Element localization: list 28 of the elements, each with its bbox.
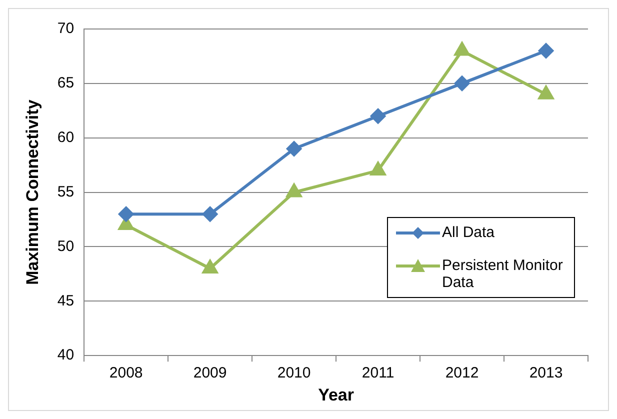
point: [118, 206, 134, 222]
point: [538, 86, 554, 100]
point: [202, 206, 218, 222]
x-tick-label: 2011: [362, 364, 394, 382]
point: [454, 42, 470, 56]
x-tick-label: 2008: [109, 364, 143, 382]
y-tick-label: 55: [57, 183, 74, 200]
x-tick-label: 2009: [193, 364, 227, 382]
point: [454, 76, 470, 91]
x-tick-label: 2013: [529, 364, 563, 382]
point: [286, 141, 302, 156]
x-axis-title: Year: [318, 385, 354, 404]
x-tick-label: 2010: [277, 364, 311, 382]
legend-label: Persistent Monitor Data: [442, 257, 564, 291]
y-tick-label: 45: [57, 292, 74, 310]
y-tick-label: 65: [57, 74, 74, 92]
y-tick-label: 40: [57, 346, 74, 364]
point: [370, 108, 386, 124]
point: [286, 184, 302, 198]
point: [538, 43, 554, 58]
legend-label: All Data: [442, 224, 495, 241]
x-tick-label: 2012: [445, 364, 479, 382]
y-tick-label: 60: [57, 129, 74, 146]
y-axis-title: Maximum Connectivity: [22, 99, 42, 285]
point: [370, 162, 386, 176]
y-tick-label: 50: [57, 238, 74, 255]
y-tick-label: 70: [57, 20, 74, 38]
point: [202, 260, 218, 274]
